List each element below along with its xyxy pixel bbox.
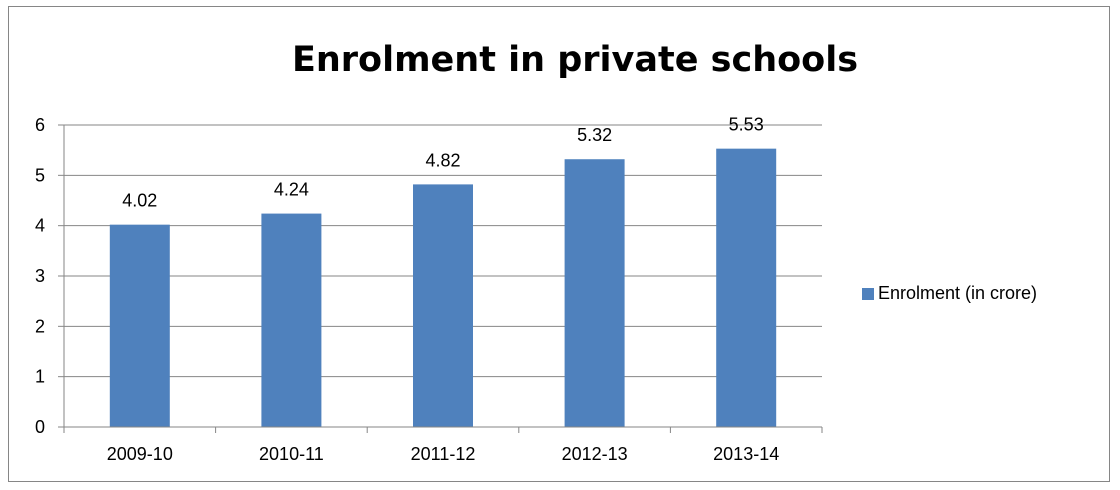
data-label: 4.02 bbox=[122, 191, 157, 211]
legend: Enrolment (in crore) bbox=[862, 283, 1037, 304]
x-tick-label: 2012-13 bbox=[562, 444, 628, 464]
y-tick-label: 4 bbox=[35, 216, 45, 236]
y-tick-label: 2 bbox=[35, 316, 45, 336]
x-tick-label: 2011-12 bbox=[411, 444, 476, 464]
bar bbox=[716, 148, 777, 427]
data-label: 5.53 bbox=[729, 115, 764, 135]
chart-title: Enrolment in private schools bbox=[291, 40, 859, 80]
x-axis-ticks: 2009-10 2010-11 2011-12 2012-13 2013-14 bbox=[107, 444, 779, 464]
legend-label: Enrolment (in crore) bbox=[878, 283, 1038, 303]
data-label: 4.24 bbox=[274, 180, 309, 200]
data-label: 4.82 bbox=[425, 150, 460, 170]
y-tick-label: 6 bbox=[35, 115, 45, 135]
x-tick-label: 2013-14 bbox=[713, 444, 779, 464]
x-tick-label: 2009-10 bbox=[107, 444, 173, 464]
bar bbox=[564, 159, 625, 427]
data-label: 5.32 bbox=[577, 125, 612, 145]
bars bbox=[109, 148, 777, 427]
legend-swatch bbox=[862, 287, 874, 300]
bar bbox=[413, 184, 473, 427]
y-tick-label: 5 bbox=[35, 165, 45, 185]
y-axis-ticks: 0 1 2 3 4 5 6 bbox=[35, 115, 64, 437]
data-labels: 4.02 4.24 4.82 5.32 5.53 bbox=[122, 115, 763, 211]
y-tick-label: 1 bbox=[35, 367, 45, 387]
y-tick-label: 0 bbox=[35, 417, 45, 437]
x-tick-label: 2010-11 bbox=[259, 444, 324, 464]
bar bbox=[109, 224, 170, 427]
chart-frame bbox=[8, 6, 1110, 482]
y-tick-label: 3 bbox=[35, 266, 45, 286]
bar bbox=[261, 213, 322, 427]
x-axis bbox=[63, 125, 823, 433]
